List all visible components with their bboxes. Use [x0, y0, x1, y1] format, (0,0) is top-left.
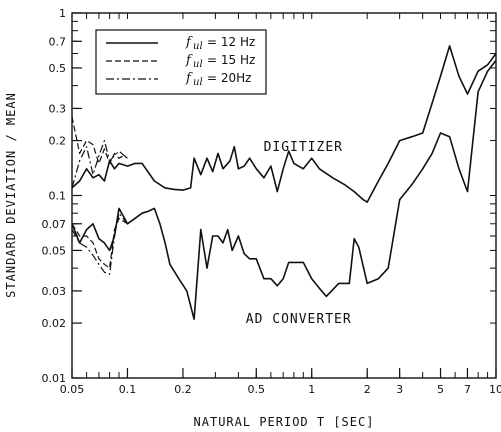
x-tick-label: 0.2 — [174, 383, 192, 396]
y-tick-label: 0.3 — [49, 102, 67, 115]
y-tick-label: 1 — [59, 7, 66, 20]
y-tick-label: 0.01 — [42, 372, 67, 385]
legend-symbol: f — [185, 53, 193, 68]
annotations: DIGITIZER AD CONVERTER — [246, 140, 352, 327]
legend-label: = 20Hz — [207, 71, 251, 85]
series-digitizer-solid — [71, 45, 497, 203]
x-tick-label: 5 — [437, 383, 444, 396]
series-line — [71, 212, 128, 275]
x-axis-label: NATURAL PERIOD T [SEC] — [194, 415, 375, 429]
annotation-digitizer: DIGITIZER — [264, 140, 343, 155]
y-tick-label: 0.03 — [42, 285, 67, 298]
y-tick-label: 0.7 — [49, 35, 67, 48]
legend-label: = 15 Hz — [207, 53, 255, 67]
y-axis-label: STANDARD DEVIATION / MEAN — [4, 92, 18, 298]
y-tick-label: 0.07 — [42, 218, 67, 231]
x-tick-label: 0.05 — [60, 383, 85, 396]
x-tick-label: 0.5 — [248, 383, 266, 396]
y-tick-label: 0.1 — [49, 190, 67, 203]
legend-symbol: f — [185, 71, 193, 86]
annotation-ad-converter: AD CONVERTER — [246, 312, 352, 327]
series-line — [71, 45, 497, 203]
series-line — [71, 59, 497, 320]
legend-symbol: f — [185, 35, 193, 50]
ticks: 0.05 0.1 0.2 0.5 1 2 3 5 7 10 0.01 0.02 0.03 0.05 0.07… — [42, 7, 501, 396]
x-tick-label: 7 — [464, 383, 471, 396]
legend-subscript: ul — [193, 41, 203, 52]
legend-subscript: ul — [193, 77, 203, 88]
x-tick-label: 1 — [308, 383, 315, 396]
legend: f ul = 12 Hzf ul = 15 Hzf ul = 20Hz — [95, 29, 267, 95]
series-line — [71, 140, 128, 189]
legend-label: = 12 Hz — [207, 35, 255, 49]
series-digitizer-dashdot — [71, 140, 128, 189]
series-ad-converter-dashdot — [71, 212, 128, 275]
y-tick-label: 0.02 — [42, 317, 67, 330]
series-ad-converter-solid — [71, 59, 497, 320]
y-tick-label: 0.5 — [49, 62, 67, 75]
x-tick-label: 3 — [396, 383, 403, 396]
series-digitizer-dashed — [71, 116, 128, 164]
legend-subscript: ul — [193, 59, 203, 70]
y-tick-label: 0.2 — [49, 135, 67, 148]
x-tick-label: 0.1 — [119, 383, 137, 396]
legend-box — [95, 29, 267, 95]
x-tick-label: 10 — [489, 383, 501, 396]
series-layer — [71, 45, 497, 320]
x-tick-label: 2 — [364, 383, 371, 396]
series-line — [71, 116, 128, 164]
y-tick-label: 0.05 — [42, 244, 67, 257]
